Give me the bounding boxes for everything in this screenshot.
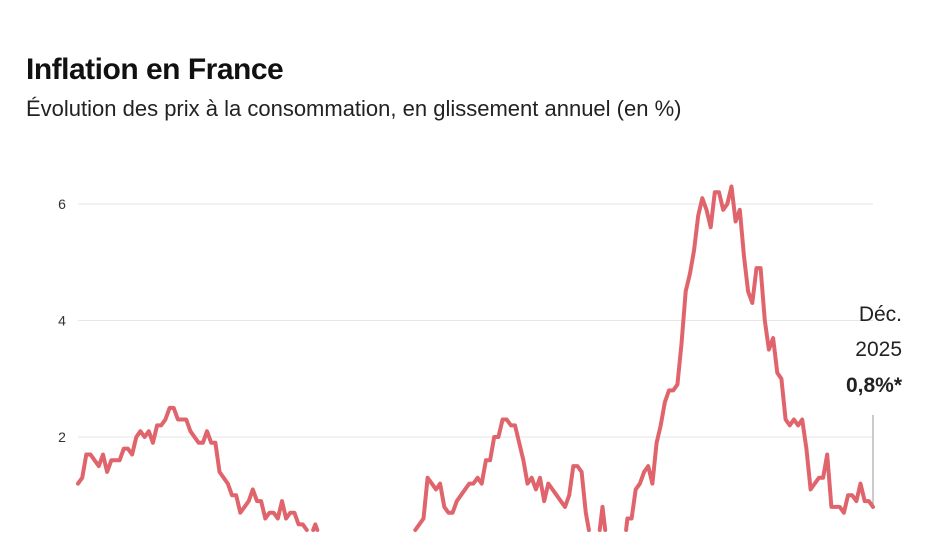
y-tick-label: 2 bbox=[58, 429, 66, 445]
chart-title: Inflation en France bbox=[26, 53, 284, 86]
y-tick-label: 4 bbox=[58, 313, 66, 329]
annotation-value: 0,8%* bbox=[846, 374, 903, 397]
chart-subtitle: Évolution des prix à la consommation, en… bbox=[26, 96, 682, 121]
annotation-month: Déc. bbox=[859, 303, 902, 326]
inflation-series-line bbox=[76, 184, 875, 532]
y-tick-label: 6 bbox=[58, 196, 66, 212]
annotation-year: 2025 bbox=[855, 338, 902, 361]
